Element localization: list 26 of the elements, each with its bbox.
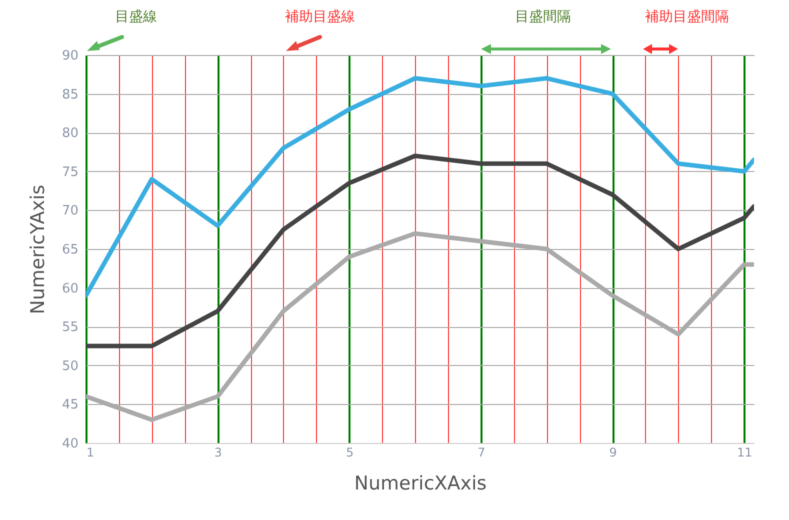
y-tick-label: 85: [62, 87, 78, 102]
x-tick-label: 3: [214, 446, 222, 460]
y-tick-label: 45: [62, 398, 78, 413]
x-tick-label: 11: [736, 446, 752, 460]
x-axis-title: NumericXAxis: [354, 472, 487, 494]
y-tick-label: 65: [62, 242, 78, 258]
line-series: [86, 76, 754, 298]
x-tick-label: 9: [609, 446, 617, 460]
x-tick-label: 7: [478, 446, 486, 460]
text: 目盛間隔: [515, 8, 571, 26]
y-tick-label: 70: [62, 204, 78, 219]
line-series: [86, 231, 754, 422]
y-tick-label: 50: [62, 358, 78, 374]
x-tick-label: 1: [86, 446, 94, 460]
text: 補助目盛線: [285, 8, 355, 26]
text: 目盛線: [115, 8, 157, 26]
y-tick-label: 80: [62, 126, 78, 142]
y-tick-label: 90: [62, 48, 78, 64]
y-axis-title: NumericYAxis: [26, 184, 49, 314]
y-tick-label: 40: [62, 436, 78, 452]
y-tick-label: 75: [62, 164, 78, 180]
y-tick-label: 55: [62, 320, 78, 336]
x-tick-label: 5: [346, 446, 354, 460]
text: 補助目盛間隔: [645, 8, 729, 26]
line-series: [86, 154, 754, 348]
y-tick-label: 60: [62, 281, 78, 296]
